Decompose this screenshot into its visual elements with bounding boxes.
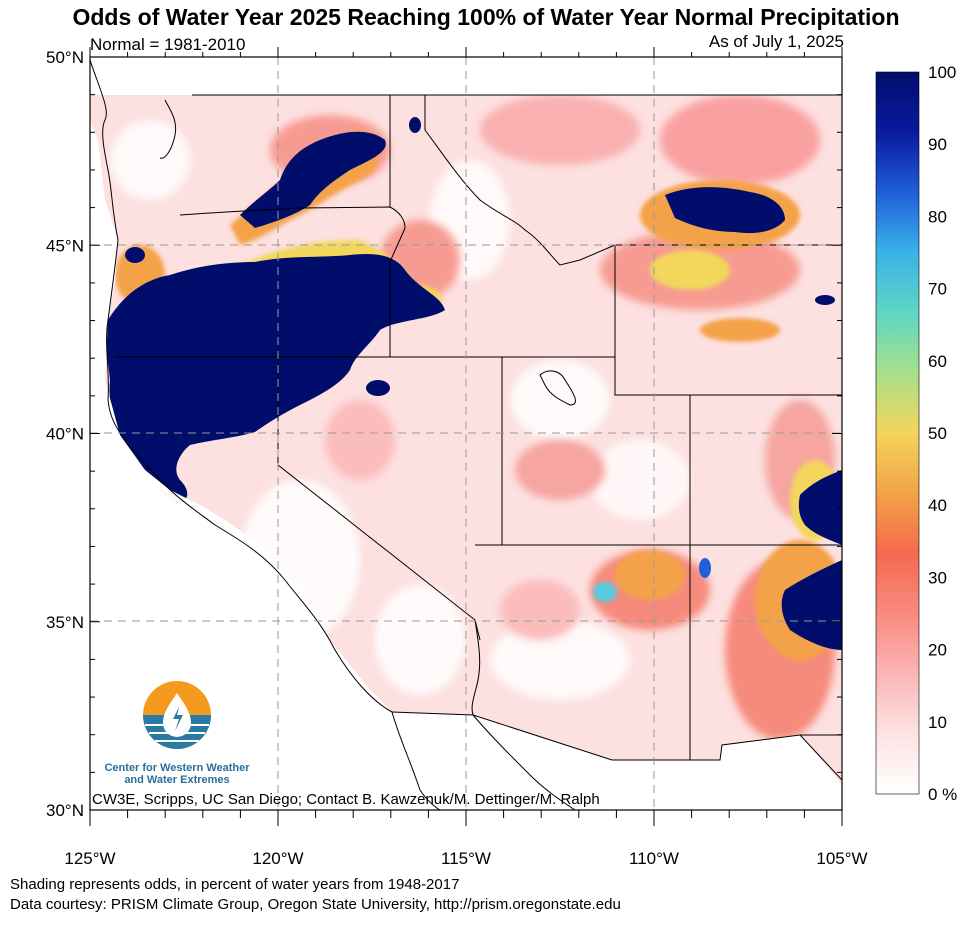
longitude-label: 105°W — [816, 849, 867, 868]
logo-caption: Center for Western Weather and Water Ext… — [92, 762, 262, 786]
colorbar-tick-label: 70 — [928, 280, 947, 299]
great-salt-lake — [539, 370, 576, 406]
colorbar-tick-label: 20 — [928, 641, 947, 660]
colorbar-tick-label: 90 — [928, 135, 947, 154]
puget-sound — [159, 99, 177, 159]
colorbar-tick-label: 30 — [928, 568, 947, 587]
colorado-river — [471, 619, 481, 716]
colorado-high-odds — [798, 470, 842, 545]
longitude-label: 115°W — [441, 849, 491, 868]
longitude-label: 125°W — [64, 849, 115, 868]
new-mexico-high-odds — [781, 560, 842, 650]
normal-period-note: Normal = 1981-2010 — [90, 35, 246, 54]
latitude-label: 35°N — [46, 613, 84, 632]
longitude-labels: 125°W 120°W 115°W 110°W 105°W — [64, 849, 867, 868]
colorbar-tick-label: 80 — [928, 207, 947, 226]
logo-bolt-icon — [173, 707, 183, 731]
washington-high-odds — [240, 131, 386, 228]
footer-data-credit: Data courtesy: PRISM Climate Group, Oreg… — [10, 896, 621, 913]
latitude-label: 50°N — [46, 48, 84, 67]
latitude-labels: 50°N 45°N 40°N 35°N 30°N — [46, 48, 84, 820]
oregon-washington-border — [179, 206, 406, 263]
longitude-label: 120°W — [252, 849, 303, 868]
latitude-label: 30°N — [46, 801, 84, 820]
baja-coast — [472, 714, 576, 810]
colorbar-tick-label: 50 — [928, 424, 947, 443]
axis-ticks — [89, 47, 843, 826]
pacific-coastline — [90, 59, 441, 810]
high-odds-regions — [106, 117, 842, 650]
colorbar-tick-label: 100 — [928, 63, 956, 82]
credit-line: CW3E, Scripps, UC San Diego; Contact B. … — [92, 791, 600, 808]
utah-wyoming-border — [502, 356, 842, 396]
colorbar-tick-label: 60 — [928, 352, 947, 371]
colorbar-tick-label: 40 — [928, 496, 947, 515]
longitude-label: 110°W — [629, 849, 679, 868]
map-title: Odds of Water Year 2025 Reaching 100% of… — [72, 4, 900, 30]
logo-name-line2: and Water Extremes — [124, 774, 230, 786]
logo-name-line1: Center for Western Weather — [104, 762, 250, 774]
as-of-date: As of July 1, 2025 — [708, 32, 844, 51]
colorbar-tick-label: 0 % — [928, 785, 957, 804]
colorbar-ramp — [875, 71, 920, 795]
montana-idaho-border — [424, 95, 616, 266]
latitude-label: 45°N — [46, 236, 84, 255]
footer-shading-note: Shading represents odds, in percent of w… — [10, 876, 460, 893]
outside-region-ocean — [90, 95, 170, 490]
colorbar-labels: 10 20 30 40 50 60 70 80 90 100 0 % — [928, 63, 957, 804]
montana-high-odds — [665, 187, 785, 234]
latitude-label: 40°N — [46, 425, 84, 444]
pacific-northwest-high-odds — [106, 253, 446, 505]
colorbar-tick-label: 10 — [928, 713, 947, 732]
cw3e-logo — [143, 681, 211, 749]
